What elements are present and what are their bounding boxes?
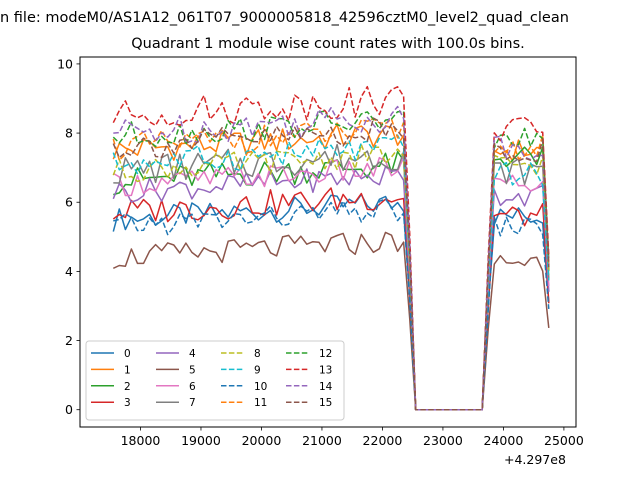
x-axis-offset-label: +4.297e8 bbox=[504, 452, 566, 467]
legend-label-3: 3 bbox=[124, 397, 131, 409]
legend-label-14: 14 bbox=[319, 381, 333, 393]
legend-label-4: 4 bbox=[189, 348, 196, 360]
x-tick-label: 18000 bbox=[121, 433, 161, 448]
y-tick-label: 8 bbox=[65, 126, 73, 141]
legend-label-6: 6 bbox=[189, 381, 196, 393]
figure-suptitle: n file: modeM0/AS1A12_061T07_9000005818_… bbox=[0, 10, 569, 26]
legend-label-11: 11 bbox=[254, 397, 267, 409]
y-axis: 0 2 4 6 8 10 bbox=[57, 56, 80, 417]
legend-label-13: 13 bbox=[319, 364, 332, 376]
legend-label-9: 9 bbox=[254, 364, 261, 376]
legend-label-8: 8 bbox=[254, 348, 261, 360]
x-tick-label: 20000 bbox=[242, 433, 282, 448]
x-tick-label: 23000 bbox=[423, 433, 463, 448]
legend-box bbox=[85, 340, 345, 421]
y-tick-label: 2 bbox=[65, 333, 73, 348]
series-line-14 bbox=[113, 105, 550, 411]
x-tick-label: 21000 bbox=[302, 433, 342, 448]
x-tick-label: 24000 bbox=[484, 433, 524, 448]
series-line-9 bbox=[112, 134, 550, 411]
y-tick-label: 6 bbox=[65, 195, 73, 210]
legend-label-1: 1 bbox=[124, 364, 131, 376]
x-tick-label: 25000 bbox=[544, 433, 584, 448]
legend-label-12: 12 bbox=[319, 348, 332, 360]
x-tick-label: 22000 bbox=[363, 433, 403, 448]
x-tick-label: 19000 bbox=[181, 433, 221, 448]
plot-frame bbox=[79, 56, 577, 428]
legend-label-15: 15 bbox=[319, 397, 332, 409]
chart-title: Quadrant 1 module wise count rates with … bbox=[131, 36, 525, 52]
series-line-10 bbox=[113, 198, 550, 411]
y-tick-label: 4 bbox=[65, 264, 73, 279]
series-line-15 bbox=[112, 117, 550, 411]
legend-label-7: 7 bbox=[189, 397, 196, 409]
y-tick-label: 10 bbox=[57, 56, 73, 71]
legend-label-2: 2 bbox=[124, 381, 131, 393]
legend-label-0: 0 bbox=[124, 348, 131, 360]
series-lines bbox=[112, 85, 550, 411]
legend-label-10: 10 bbox=[254, 381, 267, 393]
legend-label-5: 5 bbox=[189, 364, 196, 376]
y-tick-label: 0 bbox=[65, 402, 73, 417]
x-axis: 18000 19000 20000 21000 22000 23000 24000 25000 bbox=[121, 427, 584, 448]
